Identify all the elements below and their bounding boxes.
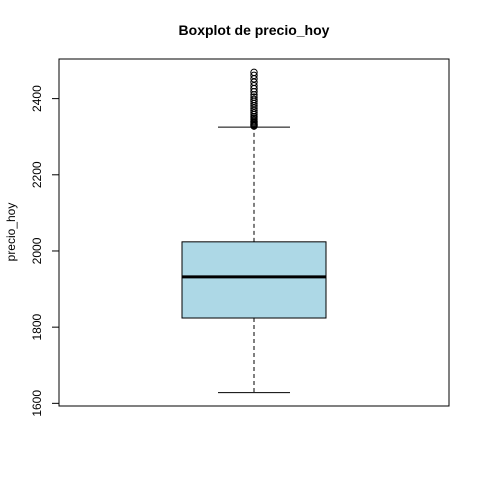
boxplot-group xyxy=(181,68,327,394)
y-tick-label: 1600 xyxy=(30,390,44,417)
y-tick-label: 2200 xyxy=(30,161,44,188)
outlier-point xyxy=(250,71,258,80)
y-tick-label: 1800 xyxy=(30,313,44,340)
y-axis-label: precio_hoy xyxy=(4,203,18,262)
outlier-point xyxy=(250,68,258,77)
y-axis: 1600 1800 2000 2200 2400 xyxy=(30,85,60,417)
y-tick-label: 2000 xyxy=(30,237,44,264)
chart-title: Boxplot de precio_hoy xyxy=(179,22,330,38)
y-tick-label: 2400 xyxy=(30,85,44,112)
outlier-point xyxy=(250,93,258,101)
outlier-point xyxy=(250,95,258,104)
interquartile-box xyxy=(181,241,327,319)
